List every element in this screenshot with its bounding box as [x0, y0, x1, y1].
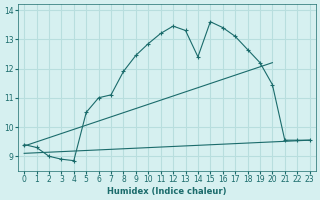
- X-axis label: Humidex (Indice chaleur): Humidex (Indice chaleur): [107, 187, 227, 196]
